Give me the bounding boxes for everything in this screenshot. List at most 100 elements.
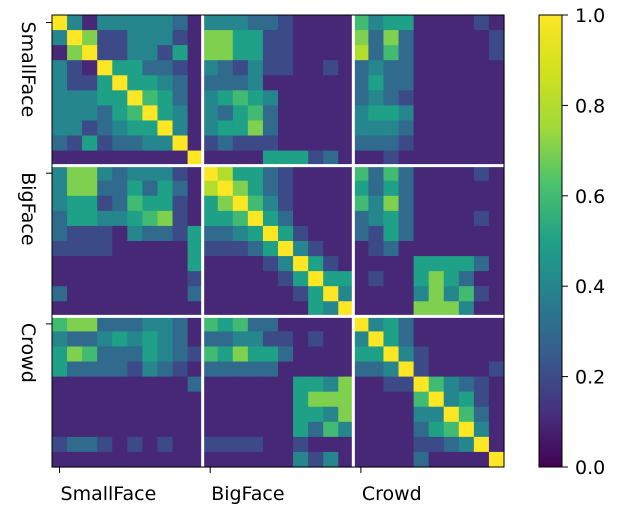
heatmap-cell xyxy=(398,331,415,348)
heatmap-cell xyxy=(323,406,339,423)
heatmap-cell xyxy=(187,316,204,332)
heatmap-cell xyxy=(458,301,475,317)
heatmap-cell xyxy=(217,45,234,61)
x-tick-label: Crowd xyxy=(362,483,422,505)
heatmap-cell xyxy=(353,421,369,438)
heatmap-cell xyxy=(232,135,249,152)
heatmap-cell xyxy=(368,436,385,453)
heatmap-cell xyxy=(458,105,475,122)
heatmap-cell xyxy=(52,60,68,76)
heatmap-cell xyxy=(187,436,204,453)
plot-frame xyxy=(51,14,505,468)
heatmap-cell xyxy=(157,135,174,152)
heatmap-cell xyxy=(262,45,279,61)
group-separators xyxy=(52,15,504,467)
heatmap-cell xyxy=(157,105,174,122)
heatmap-cell xyxy=(127,105,143,122)
heatmap-cell xyxy=(82,90,98,106)
heatmap-cell xyxy=(202,60,219,76)
heatmap-cell xyxy=(67,105,83,122)
heatmap-cell xyxy=(323,15,339,31)
heatmap-cell xyxy=(232,195,249,212)
heatmap-cell xyxy=(187,256,204,272)
heatmap-cell xyxy=(338,105,354,122)
heatmap-cell xyxy=(202,165,219,182)
heatmap-cell xyxy=(52,90,68,106)
heatmap-cell xyxy=(97,195,113,212)
heatmap-cell xyxy=(293,421,309,438)
heatmap-cell xyxy=(67,15,83,31)
heatmap-cell xyxy=(97,90,113,106)
heatmap-cell xyxy=(157,361,174,378)
heatmap-cell xyxy=(383,301,400,317)
heatmap-cell xyxy=(172,60,189,76)
heatmap-cell xyxy=(473,346,490,363)
heatmap-cell xyxy=(398,346,415,363)
heatmap-cell xyxy=(67,346,83,363)
heatmap-cell xyxy=(443,391,460,408)
heatmap-cell xyxy=(338,391,354,408)
heatmap-cell xyxy=(112,15,128,31)
heatmap-cell xyxy=(353,135,369,152)
heatmap-cell xyxy=(398,150,415,167)
heatmap-cell xyxy=(368,361,385,378)
heatmap-cell xyxy=(398,406,415,423)
heatmap-cell xyxy=(157,165,174,182)
heatmap-cell xyxy=(323,286,339,302)
heatmap-cell xyxy=(187,210,204,227)
heatmap-cell xyxy=(383,241,400,257)
heatmap-cell xyxy=(488,15,505,31)
heatmap-cell xyxy=(368,346,385,363)
heatmap-cell xyxy=(52,241,68,257)
heatmap-cell xyxy=(247,361,264,378)
heatmap-cell xyxy=(413,256,430,272)
heatmap-cell xyxy=(488,421,505,438)
heatmap-cell xyxy=(157,75,174,91)
heatmap-cell xyxy=(278,210,294,227)
heatmap-cell xyxy=(383,361,400,378)
heatmap-cell xyxy=(232,421,249,438)
heatmap-cell xyxy=(368,60,385,76)
heatmap-cell xyxy=(112,451,128,468)
heatmap-cell xyxy=(413,436,430,453)
heatmap-cell xyxy=(97,210,113,227)
heatmap-cell xyxy=(278,225,294,242)
heatmap-cell xyxy=(82,376,98,393)
heatmap-cell xyxy=(112,180,128,197)
heatmap-cell xyxy=(202,301,219,317)
heatmap-cell xyxy=(232,346,249,363)
heatmap-cell xyxy=(52,376,68,393)
heatmap-cell xyxy=(142,30,159,46)
heatmap-cell xyxy=(232,75,249,91)
heatmap-cell xyxy=(413,75,430,91)
heatmap-cell xyxy=(413,286,430,302)
heatmap-cell xyxy=(187,165,204,182)
heatmap-cell xyxy=(97,436,113,453)
heatmap-cell xyxy=(398,60,415,76)
heatmap-cell xyxy=(142,301,159,317)
heatmap-cell xyxy=(217,180,234,197)
heatmap-cell xyxy=(278,451,294,468)
heatmap-cell xyxy=(232,210,249,227)
heatmap-cell xyxy=(278,30,294,46)
heatmap-cell xyxy=(458,451,475,468)
heatmap-cell xyxy=(112,346,128,363)
heatmap-cell xyxy=(308,75,324,91)
heatmap-cell xyxy=(202,210,219,227)
heatmap-cell xyxy=(278,331,294,348)
heatmap-cell xyxy=(247,286,264,302)
heatmap-cell xyxy=(443,316,460,332)
heatmap-cell xyxy=(398,210,415,227)
heatmap-cell xyxy=(473,376,490,393)
heatmap-cell xyxy=(157,210,174,227)
heatmap-cell xyxy=(413,195,430,212)
heatmap-cell xyxy=(202,286,219,302)
heatmap-cell xyxy=(458,210,475,227)
heatmap-cell xyxy=(52,135,68,152)
heatmap-cell xyxy=(217,195,234,212)
heatmap-cell xyxy=(112,75,128,91)
heatmap-cell xyxy=(127,451,143,468)
heatmap-cell xyxy=(52,256,68,272)
heatmap-cell xyxy=(413,301,430,317)
heatmap-cell xyxy=(142,331,159,348)
